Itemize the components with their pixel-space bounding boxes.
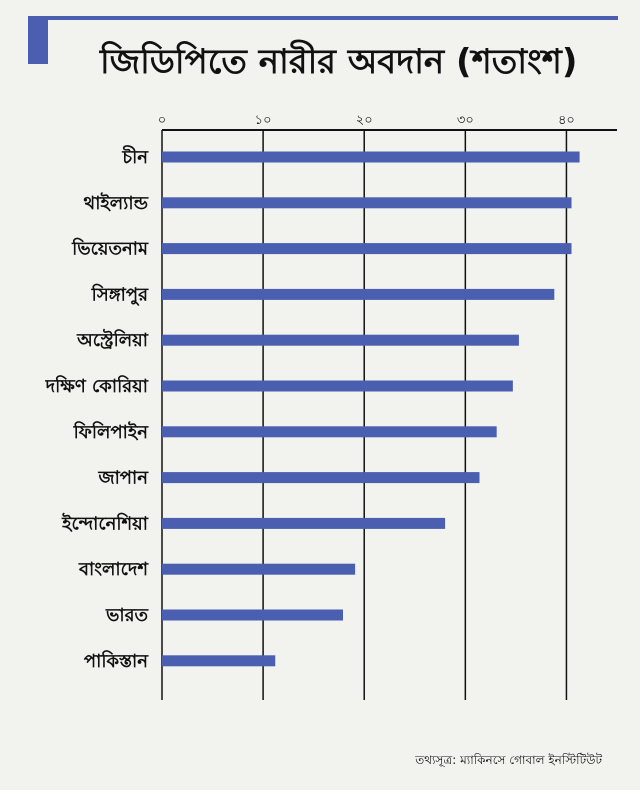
chart-title: জিডিপিতে নারীর অবদান (শতাংশ) — [100, 42, 578, 82]
category-label: চীন — [121, 145, 149, 168]
header-decor-bar — [28, 16, 618, 20]
bar-2 — [162, 243, 572, 255]
bar-5 — [162, 380, 513, 392]
category-label: পাকিস্তান — [84, 650, 149, 672]
bar-8 — [162, 517, 446, 529]
category-label: অস্ট্রেলিয়া — [76, 328, 149, 351]
bar-7 — [162, 472, 480, 484]
category-label: ফিলিপাইন — [73, 421, 150, 443]
category-label: ভারত — [105, 605, 150, 626]
bar-0 — [162, 151, 580, 163]
x-tick-label: ১০ — [255, 113, 272, 128]
category-label: সিঙ্গাপুর — [91, 283, 149, 305]
category-label: থাইল্যান্ড — [84, 192, 149, 214]
x-tick-label: ২০ — [356, 113, 373, 128]
x-tick-label: ৩০ — [457, 113, 474, 128]
bar-10 — [162, 609, 343, 621]
category-label: ভিয়েতনাম — [71, 238, 149, 260]
category-label: ইন্দোনেশিয়া — [61, 512, 149, 534]
bar-9 — [162, 563, 356, 575]
bar-3 — [162, 288, 555, 300]
bar-11 — [162, 655, 276, 667]
category-label: দক্ষিণ কোরিয়া — [45, 375, 149, 397]
bar-4 — [162, 334, 519, 346]
category-label: বাংলাদেশ — [78, 559, 149, 580]
bar-1 — [162, 197, 572, 209]
category-label: জাপান — [97, 468, 149, 489]
x-tick-label: ০ — [158, 113, 166, 128]
header-decor-block — [28, 16, 48, 64]
x-tick-label: ৪০ — [558, 113, 575, 128]
bar-6 — [162, 426, 497, 438]
source-note: তথ্যসূত্র: ম্যাকিনসে গোবাল ইনস্টিটিউট — [415, 753, 602, 767]
